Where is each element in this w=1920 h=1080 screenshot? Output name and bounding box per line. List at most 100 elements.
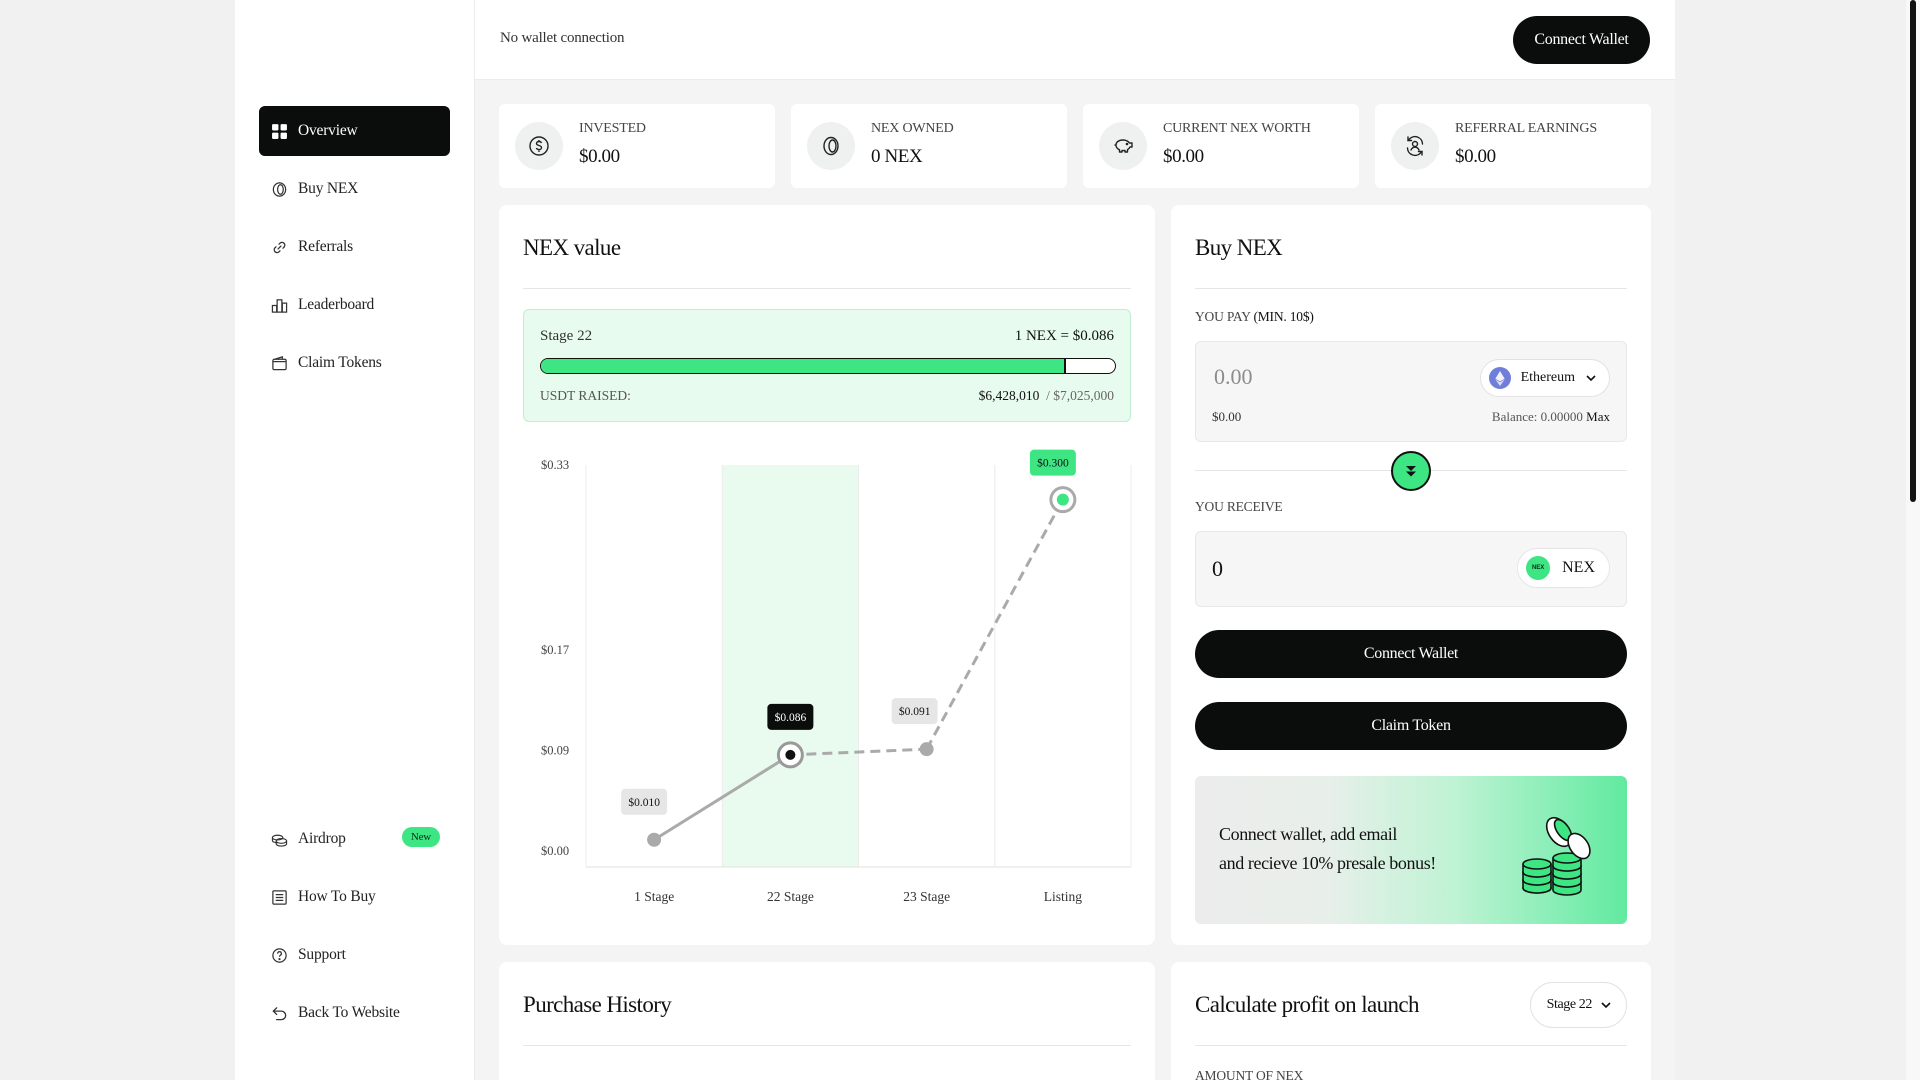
stat-card-referral-earnings: REFERRAL EARNINGS $0.00 xyxy=(1375,104,1651,188)
sidebar-item-label: Referrals xyxy=(298,238,354,255)
data-point xyxy=(919,742,934,757)
stage-progress-bar xyxy=(540,358,1116,374)
swap-direction-button[interactable] xyxy=(1391,451,1431,491)
sidebar-item-claim-tokens[interactable]: Claim Tokens xyxy=(259,338,450,388)
series-line-past xyxy=(653,753,792,842)
stat-card-invested: INVESTED $0.00 xyxy=(499,104,775,188)
calc-title: Calculate profit on launch xyxy=(1195,992,1420,1017)
balance-value: Balance: 0.00000 xyxy=(1491,409,1583,424)
top-bar: No wallet connection Connect Wallet xyxy=(475,0,1675,80)
sidebar-item-label: Overview xyxy=(298,122,358,139)
promo-line-1: Connect wallet, add email xyxy=(1219,824,1397,844)
sidebar-item-label: Airdrop xyxy=(298,830,346,847)
nex-coin-icon: NEX xyxy=(1526,556,1551,580)
divider xyxy=(523,1045,1131,1046)
progress-fill xyxy=(541,359,1067,373)
raised-amount: $6,428,010 / $7,025,000 xyxy=(979,388,1114,404)
y-tick-label: $0.33 xyxy=(541,458,569,472)
grid-icon xyxy=(270,122,288,140)
stat-value: 0 NEX xyxy=(871,146,923,167)
data-label: $0.091 xyxy=(899,705,931,718)
data-label-pill xyxy=(1029,449,1076,476)
stage-select[interactable]: Stage 22 xyxy=(1529,982,1627,1028)
stat-label: CURRENT NEX WORTH xyxy=(1163,121,1311,136)
claim-token-button[interactable]: Claim Token xyxy=(1195,702,1627,750)
receive-token-name: NEX xyxy=(1562,559,1595,576)
sidebar-item-label: How To Buy xyxy=(298,888,376,905)
sidebar-item-leaderboard[interactable]: Leaderboard xyxy=(259,280,450,330)
series-line-future xyxy=(790,747,927,757)
help-circle-icon xyxy=(270,946,288,964)
receive-field: 0 NEX NEX xyxy=(1195,531,1627,607)
pay-usd-value: $0.00 xyxy=(1212,409,1242,424)
double-chevron-down-icon xyxy=(1406,466,1416,477)
sidebar-item-overview[interactable]: Overview xyxy=(259,106,450,156)
nex-value-title: NEX value xyxy=(523,235,621,260)
connect-wallet-button[interactable]: Connect Wallet xyxy=(1513,16,1650,64)
sidebar-item-support[interactable]: Support xyxy=(259,930,450,980)
pay-field: 0.00 Ethereum $0.00 Balance: 0.00000 Max xyxy=(1195,341,1627,442)
pay-amount-input[interactable]: 0.00 xyxy=(1214,364,1253,389)
receive-amount: 0 xyxy=(1212,556,1223,581)
purchase-history-title: Purchase History xyxy=(523,992,672,1017)
sidebar-item-back-to-website[interactable]: Back To Website xyxy=(259,988,450,1038)
buy-nex-title: Buy NEX xyxy=(1195,235,1283,260)
x-tick-label: Listing xyxy=(1044,889,1083,904)
max-button[interactable]: Max xyxy=(1586,409,1610,424)
calculate-profit-panel: Calculate profit on launch Stage 22 AMOU… xyxy=(1171,962,1651,1080)
wallet-icon xyxy=(270,354,288,372)
sidebar-item-buy-nex[interactable]: Buy NEX xyxy=(259,164,450,214)
buy-nex-panel: Buy NEX YOU PAY (MIN. 10$) 0.00 Ethereum… xyxy=(1171,205,1651,945)
stat-label: REFERRAL EARNINGS xyxy=(1455,121,1597,136)
sidebar-item-label: Support xyxy=(298,946,346,963)
podium-icon xyxy=(270,296,288,314)
ethereum-icon xyxy=(1488,367,1511,389)
token-name: Ethereum xyxy=(1520,370,1575,385)
piggy-bank-icon xyxy=(1099,122,1147,170)
chevron-down-icon xyxy=(1586,375,1596,382)
data-label-pill xyxy=(767,703,814,730)
page-scrollbar[interactable] xyxy=(1906,0,1920,1080)
stat-value: $0.00 xyxy=(579,146,620,167)
stage-progress-card: Stage 22 1 NEX = $0.086 USDT RAISED: $6,… xyxy=(523,309,1131,422)
data-label: $0.010 xyxy=(628,796,660,809)
new-badge: New xyxy=(401,827,440,847)
document-icon xyxy=(270,888,288,906)
promo-line-2: and recieve 10% presale bonus! xyxy=(1219,853,1436,873)
coin-icon xyxy=(807,122,855,170)
data-point-current-core xyxy=(785,749,796,760)
you-pay-text: YOU PAY xyxy=(1195,309,1251,324)
sidebar-item-referrals[interactable]: Referrals xyxy=(259,222,450,272)
dollar-circle-icon xyxy=(515,122,563,170)
stat-card-current-worth: CURRENT NEX WORTH $0.00 xyxy=(1083,104,1359,188)
connect-wallet-button[interactable]: Connect Wallet xyxy=(1195,630,1627,678)
sidebar-item-how-to-buy[interactable]: How To Buy xyxy=(259,872,450,922)
stat-label: INVESTED xyxy=(579,121,646,136)
x-tick-label: 1 Stage xyxy=(634,889,674,904)
amount-of-nex-label: AMOUNT OF NEX xyxy=(1195,1068,1304,1080)
nex-value-panel: NEX value Stage 22 1 NEX = $0.086 USDT R… xyxy=(499,205,1155,945)
stat-value: $0.00 xyxy=(1163,146,1204,167)
token-select[interactable]: Ethereum xyxy=(1479,359,1610,397)
data-label: $0.300 xyxy=(1037,457,1069,470)
scrollbar-thumb[interactable] xyxy=(1910,0,1916,502)
pay-min-text: (MIN. 10$) xyxy=(1253,309,1314,324)
sidebar-item-label: Buy NEX xyxy=(298,180,359,197)
data-label: $0.086 xyxy=(775,711,807,724)
sidebar-item-airdrop[interactable]: Airdrop New xyxy=(259,814,450,864)
raised-target: / $7,025,000 xyxy=(1046,388,1114,403)
data-point xyxy=(647,832,662,847)
y-tick-label: $0.17 xyxy=(541,643,569,657)
you-receive-label: YOU RECEIVE xyxy=(1195,499,1283,514)
nex-value-chart: $0.33 $0.17 $0.09 $0.00 1 Stage 22 Stage 23 St… xyxy=(541,449,1132,904)
promo-text: Connect wallet, add email and recieve 10%… xyxy=(1219,820,1479,878)
data-label-pill xyxy=(621,788,668,815)
you-pay-label: YOU PAY (MIN. 10$) xyxy=(1195,309,1314,325)
sidebar-item-label: Back To Website xyxy=(298,1004,400,1021)
stat-card-nex-owned: NEX OWNED 0 NEX xyxy=(791,104,1067,188)
divider xyxy=(1195,288,1627,289)
x-tick-label: 23 Stage xyxy=(903,889,950,904)
divider xyxy=(1195,1045,1627,1046)
referral-cycle-icon xyxy=(1391,122,1439,170)
wallet-status: No wallet connection xyxy=(500,30,625,46)
